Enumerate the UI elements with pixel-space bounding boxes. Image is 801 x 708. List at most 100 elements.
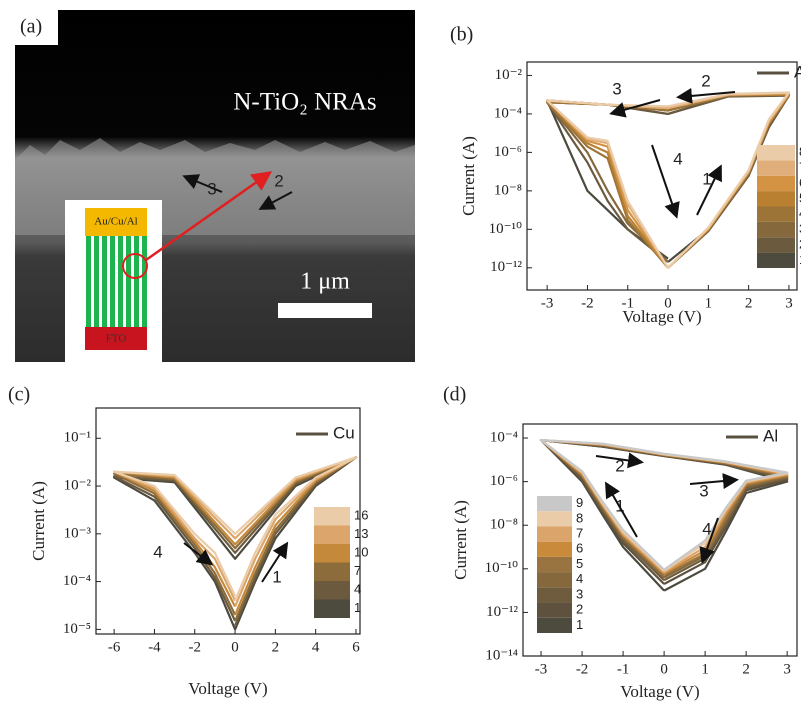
x-tick-label: 0: [231, 639, 239, 655]
annotation: 4: [153, 542, 162, 561]
annotation-arrow: [689, 473, 739, 490]
annotation: 3: [207, 179, 216, 198]
legend-entry: 10: [354, 545, 368, 560]
x-tick-label: 0: [664, 295, 672, 311]
x-tick-label: 2: [742, 661, 750, 677]
x-tick-label: 4: [312, 639, 320, 655]
legend-label: Cu: [333, 423, 355, 442]
annotation: 1: [702, 169, 711, 188]
plot-area: [546, 91, 790, 269]
legend-swatch: [537, 511, 572, 527]
legend-swatch: [537, 526, 572, 542]
x-axis-label: Voltage (V): [188, 679, 267, 698]
legend-entry: 7: [576, 525, 583, 540]
y-axis-label: Current (A): [459, 136, 478, 216]
legend-swatch: [537, 587, 572, 603]
annotation: 2: [274, 171, 283, 190]
legend-swatch: [757, 175, 795, 192]
legend-swatch: [537, 556, 572, 573]
legend-swatch: [314, 599, 350, 618]
axes-frame: [526, 61, 798, 291]
annotation: 2: [701, 71, 710, 90]
legend-swatch: [314, 581, 350, 600]
bottom-electrode: [85, 327, 147, 350]
y-tick-label: 10⁻⁵: [63, 621, 91, 637]
legend-entry: 13: [354, 526, 368, 541]
legend-swatch: [757, 206, 795, 222]
panel-label: (a): [20, 16, 42, 38]
series-line: [546, 91, 790, 269]
series-line: [113, 456, 358, 602]
nanorods: [86, 236, 147, 327]
x-tick-label: 1: [705, 295, 713, 311]
annotation-arrow: [261, 541, 289, 583]
highlight-circle: [122, 253, 148, 279]
legend-entry: 5: [576, 556, 583, 571]
x-tick-label: 6: [352, 639, 360, 655]
x-axis-label: Voltage (V): [622, 307, 701, 326]
legend-swatch: [314, 507, 350, 526]
legend-swatch: [537, 572, 572, 588]
annotation-arrow: [183, 542, 214, 566]
series-line: [113, 456, 358, 630]
annotation: 4: [702, 519, 711, 538]
legend-label: Au: [794, 62, 801, 81]
annotation-arrow: [258, 191, 293, 210]
panel-label: (c): [8, 384, 30, 406]
annotation: 3: [699, 481, 708, 500]
legend-entry: 2: [799, 236, 801, 251]
x-tick-label: -2: [581, 295, 594, 311]
x-tick-label: -3: [541, 295, 554, 311]
y-tick-label: 10⁻³: [64, 525, 92, 541]
x-tick-label: -3: [535, 661, 548, 677]
y-tick-label: 10⁻¹²: [490, 259, 522, 275]
x-tick-label: -2: [576, 661, 589, 677]
legend-entry: 1: [799, 252, 801, 267]
annotation: 3: [612, 79, 621, 98]
series-line: [113, 456, 358, 616]
annotation: 4: [673, 149, 682, 168]
legend-swatch: [314, 544, 350, 563]
film-label: N-TiO₂ NRAs: [233, 89, 376, 116]
annotation-arrow: [605, 481, 638, 538]
legend-entry: 2: [576, 602, 583, 617]
legend-entry: 4: [576, 571, 583, 586]
axes-frame: [522, 423, 798, 657]
chart: -3 -2 -1 0 1 2 310⁻¹⁴10⁻¹²10⁻¹⁰10⁻⁸10⁻⁶10⁻⁴(d)…: [443, 384, 798, 701]
legend-swatch: [757, 221, 795, 238]
x-tick-label: 0: [660, 661, 668, 677]
legend-swatch: [537, 541, 572, 557]
legend-label: Al: [763, 426, 778, 445]
y-tick-label: 10⁻⁴: [490, 429, 518, 445]
y-axis-label: Current (A): [29, 481, 48, 561]
y-tick-label: 10⁻¹⁰: [485, 560, 518, 576]
y-tick-label: 10⁻¹: [64, 430, 91, 446]
legend-swatch: [757, 160, 795, 176]
legend-swatch: [537, 617, 572, 633]
legend-entry: 1: [354, 600, 361, 615]
annotation-arrow: [595, 452, 644, 469]
chart: -3 -2 -1 0 1 2 310⁻¹²10⁻¹⁰10⁻⁸10⁻⁶10⁻⁴10⁻²(b)V…: [450, 24, 801, 326]
legend-entry: 3: [799, 221, 801, 236]
y-tick-label: 10⁻⁶: [494, 144, 522, 160]
legend-entry: 9: [576, 495, 583, 510]
y-tick-label: 10⁻¹⁴: [485, 647, 518, 663]
pointer-arrow: [145, 171, 273, 262]
annotation: 2: [615, 456, 624, 475]
series-line: [539, 439, 789, 571]
series-line: [113, 456, 358, 622]
x-tick-label: 3: [783, 661, 791, 677]
legend-entry: 7: [799, 160, 801, 175]
legend-entry: 7: [354, 563, 361, 578]
y-tick-label: 10⁻⁸: [490, 517, 518, 533]
chart: -6 -4 -2 0 2 4 6 10⁻⁵ 10⁻⁴ 10⁻³ 10⁻² 10⁻¹ (c) Voltage…: [8, 171, 368, 697]
x-tick-label: -2: [188, 639, 201, 655]
legend-entry: 5: [799, 190, 801, 205]
x-tick-label: -4: [148, 639, 161, 655]
panel-label: (b): [450, 24, 473, 46]
plot-area: [113, 456, 358, 630]
legend-swatch: [757, 145, 795, 161]
legend-entry: 8: [576, 510, 583, 525]
y-axis-label: Current (A): [451, 500, 470, 580]
